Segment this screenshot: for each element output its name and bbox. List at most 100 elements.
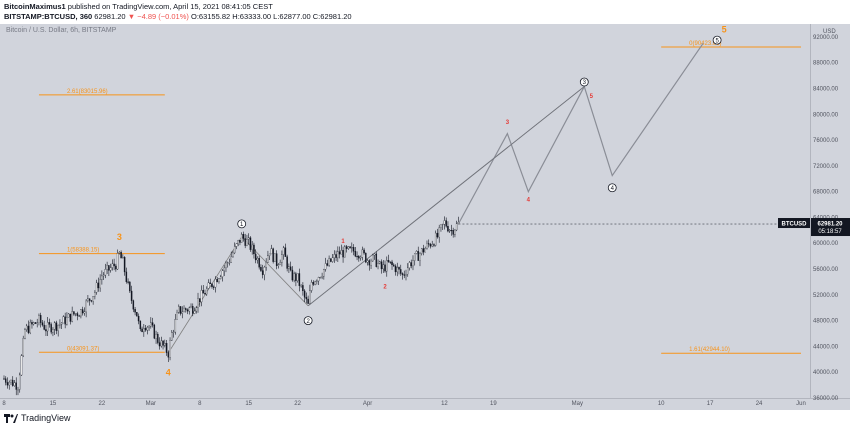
candle-body [130, 290, 133, 301]
candle-body [384, 264, 386, 272]
candle-body [106, 265, 108, 270]
last-price-tag [811, 218, 850, 237]
candle-body [324, 263, 327, 270]
candle-body [405, 274, 407, 276]
candle-body [92, 296, 94, 302]
candle-body [160, 340, 163, 347]
time-tick-label: 10 [658, 401, 665, 407]
ohlc-values: O:63155.82 H:63333.00 L:62877.00 C:62981… [191, 12, 352, 21]
candle-body [67, 313, 70, 318]
candle-body [400, 269, 402, 274]
fib-level-label: 0(90423.66) [689, 41, 721, 47]
candle-body [267, 255, 269, 263]
candle-body [300, 285, 302, 287]
candle-body [111, 263, 114, 268]
price-tick-label: 60000.00 [813, 241, 839, 247]
price-tick-label: 84000.00 [813, 86, 839, 92]
candle-body [270, 248, 273, 255]
candle-body [268, 253, 271, 256]
candle-body [447, 226, 449, 232]
candle-body [394, 265, 397, 273]
candle-body [193, 310, 196, 314]
candle-body [295, 273, 297, 281]
price-tick-label: 36000.00 [813, 396, 839, 402]
wave-label-minor: 2 [383, 284, 387, 290]
candle-body [216, 278, 218, 283]
candle-body [60, 322, 63, 325]
time-tick-label: 15 [50, 401, 57, 407]
price-tick-label: 56000.00 [813, 267, 839, 273]
candle-body [293, 273, 295, 281]
candle-body [438, 227, 440, 238]
candle-body [284, 247, 287, 257]
candle-body [148, 326, 150, 328]
candle-body [433, 244, 435, 246]
time-axis[interactable] [0, 398, 850, 411]
price-axis[interactable] [810, 24, 850, 398]
candle-body [347, 246, 350, 249]
candle-body [256, 258, 259, 261]
candle-body [88, 298, 91, 301]
candle-body [139, 320, 142, 330]
candle-body [431, 244, 433, 247]
candle-body [314, 281, 316, 285]
candle-body [157, 333, 159, 343]
candle-body [335, 254, 337, 258]
tradingview-logo[interactable]: TradingView [4, 413, 71, 423]
candle-body [372, 254, 374, 262]
candle-body [3, 378, 5, 380]
candle-body [169, 340, 171, 358]
candle-body [387, 260, 390, 262]
candle-body [22, 338, 24, 356]
candle-body [420, 248, 423, 254]
candle-body [53, 322, 56, 330]
currency-label: USD [823, 29, 836, 35]
candle-body [136, 312, 138, 317]
candle-body [291, 269, 294, 281]
candle-body [18, 374, 21, 390]
candle-body [10, 379, 12, 383]
candle-body [188, 307, 191, 312]
wave-label-circled: 3 [583, 80, 587, 86]
candle-body [424, 248, 426, 253]
footer: TradingView [0, 410, 850, 428]
candle-body [113, 263, 115, 267]
time-tick-label: 22 [294, 401, 301, 407]
candle-body [36, 322, 38, 324]
candle-body [239, 240, 241, 243]
candle-body [95, 282, 98, 293]
candle-body [377, 263, 379, 267]
author-name[interactable]: BitcoinMaximus1 [4, 2, 66, 11]
candle-body [34, 322, 37, 324]
candle-body [228, 262, 231, 264]
chart-plot-area[interactable] [0, 24, 810, 398]
candle-body [205, 288, 208, 295]
wave-label-circled: 5 [715, 38, 719, 44]
candle-body [48, 322, 51, 325]
candle-body [74, 313, 77, 315]
candle-body [66, 316, 68, 325]
candle-body [99, 279, 101, 289]
candle-body [15, 382, 17, 390]
candle-body [116, 253, 119, 270]
candle-body [337, 251, 339, 258]
candle-body [179, 306, 182, 314]
candle-body [323, 269, 325, 277]
candle-body [71, 311, 73, 322]
candle-body [279, 262, 281, 265]
candle-body [118, 252, 121, 254]
wave-label-circled: 1 [240, 222, 244, 228]
candle-body [202, 290, 205, 294]
candle-body [218, 278, 220, 283]
candle-body [211, 283, 213, 288]
candle-body [391, 261, 393, 266]
candle-body [90, 300, 93, 302]
candle-body [247, 237, 250, 240]
candle-body [204, 293, 206, 295]
wave-label-primary: 3 [117, 232, 122, 242]
wave-label-circle [712, 35, 722, 45]
time-tick-label: May [572, 401, 583, 407]
candle-body [260, 267, 262, 271]
candle-body [436, 232, 439, 238]
candle-body [81, 309, 84, 314]
